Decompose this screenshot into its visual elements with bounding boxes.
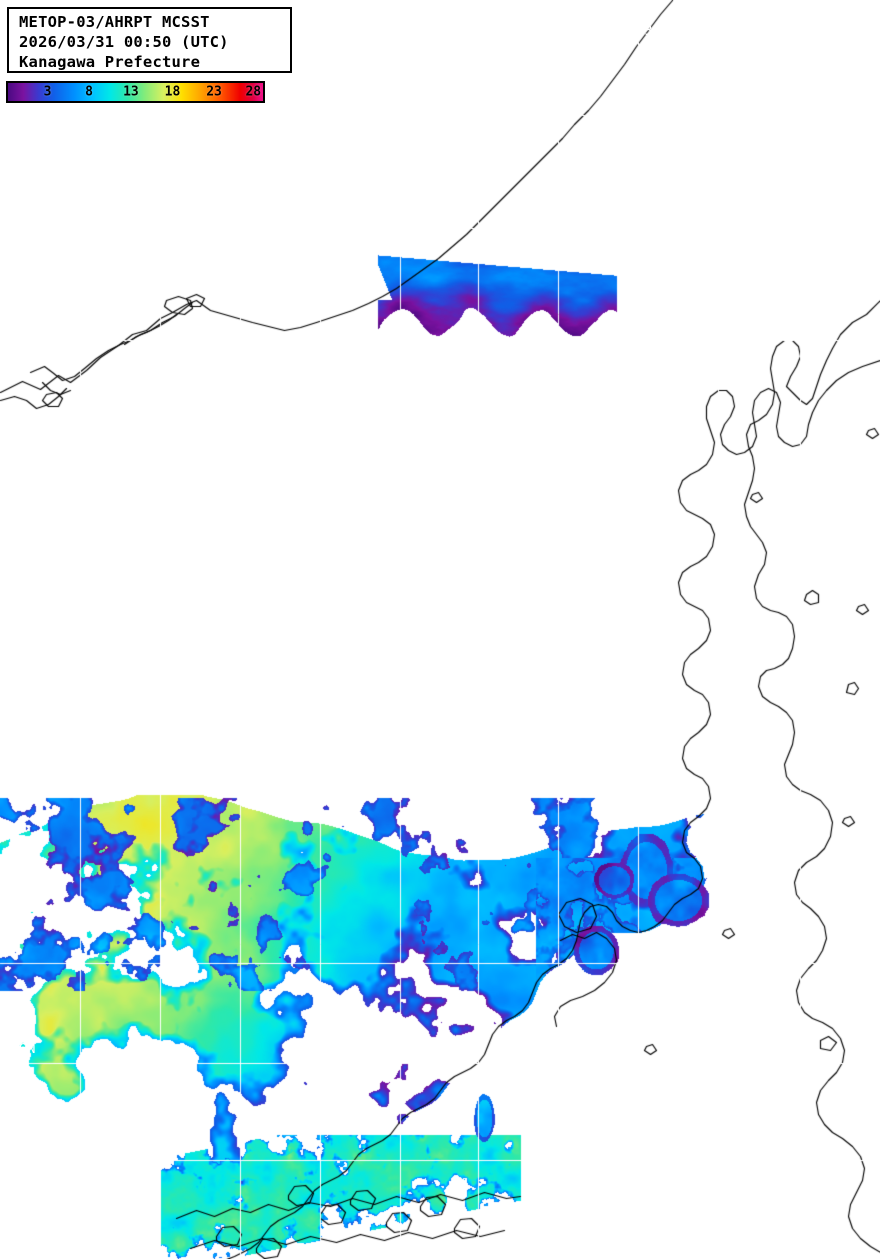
colorbar-tick-18: 18	[164, 84, 181, 100]
header-line-region: Kanagawa Prefecture	[19, 53, 201, 71]
graticule-label-138e: 138E	[641, 10, 656, 66]
colorbar-tick-23: 23	[206, 84, 222, 100]
header-info-box: METOP-03/AHRPT MCSST 2026/03/31 00:50 (U…	[7, 7, 292, 73]
colorbar-tick-3: 3	[43, 84, 52, 100]
graticule-label-36n: 36N	[10, 1042, 37, 1057]
header-line-datetime: 2026/03/31 00:50 (UTC)	[19, 33, 229, 51]
colorbar-tick-13: 13	[123, 84, 139, 100]
colorbar-tick-8: 8	[85, 84, 93, 100]
temperature-colorbar: 3 8 13 18 23 28	[6, 81, 265, 103]
colorbar-gradient	[8, 83, 263, 101]
header-line-product: METOP-03/AHRPT MCSST	[19, 13, 210, 31]
colorbar-tick-28: 28	[245, 84, 262, 100]
colorbar-tick-labels: 3 8 13 18 23 28	[8, 83, 263, 101]
